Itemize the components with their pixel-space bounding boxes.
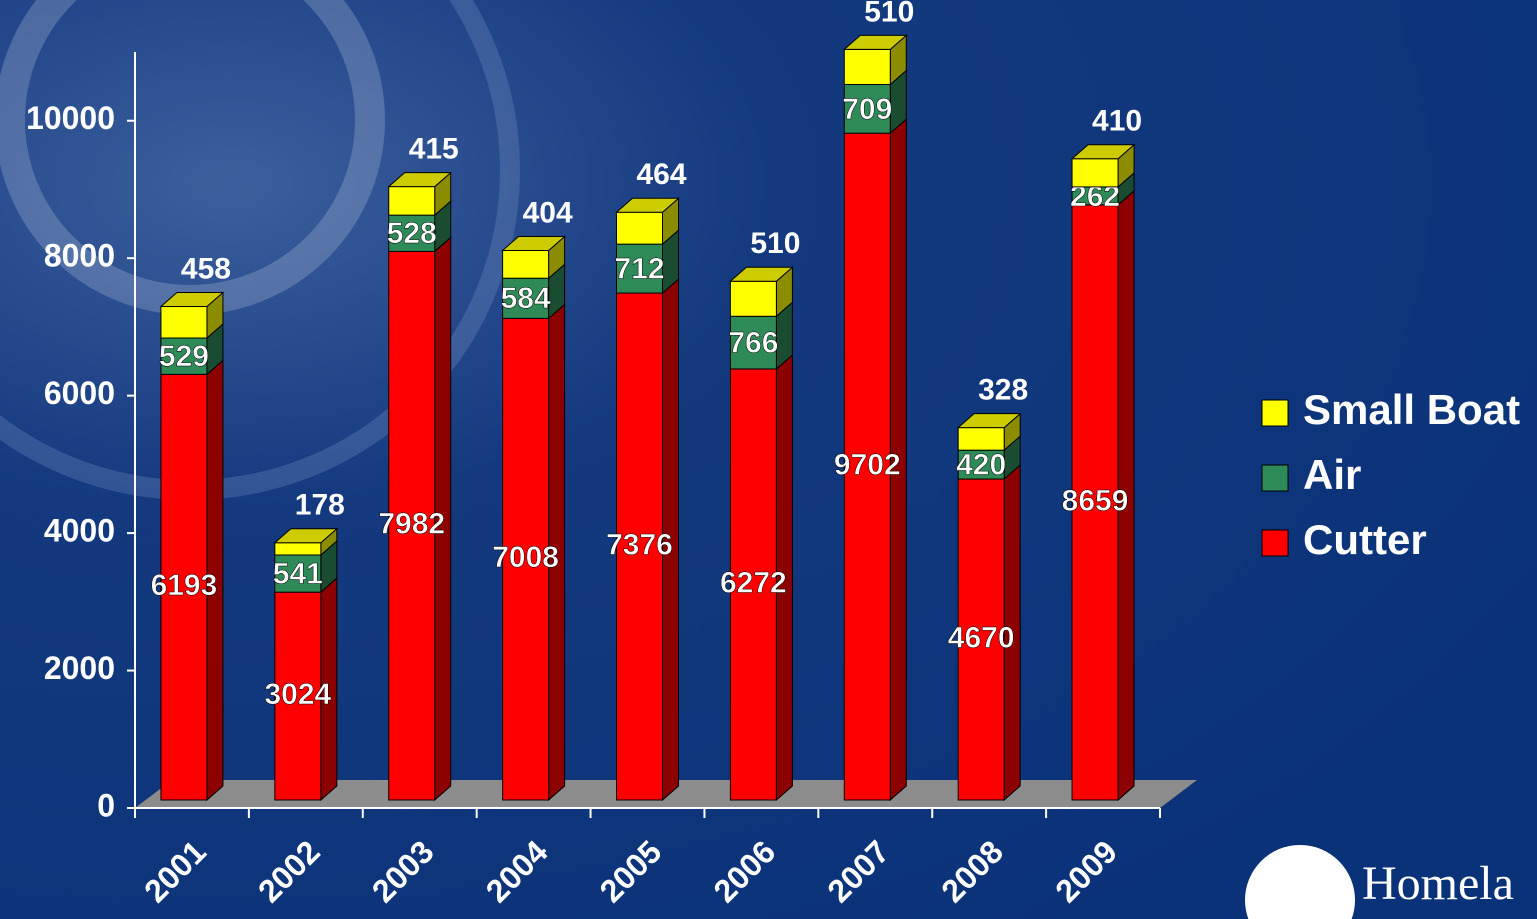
bar-top <box>842 34 908 50</box>
y-tick-label: 2000 <box>44 650 115 686</box>
y-tick-label: 0 <box>97 787 115 823</box>
value-label: 584 <box>501 282 551 315</box>
value-label: 415 <box>409 133 459 166</box>
legend-label: Small Boat <box>1303 386 1520 433</box>
y-tick-label: 8000 <box>44 238 115 274</box>
value-label: 9702 <box>834 449 901 482</box>
bar-top <box>1070 144 1136 160</box>
value-label: 6272 <box>720 566 787 599</box>
bar-top <box>956 413 1022 429</box>
value-label: 7982 <box>378 508 445 541</box>
bar-segment <box>160 373 208 801</box>
value-label: 4670 <box>948 621 1015 654</box>
bar-segment <box>1071 158 1119 188</box>
bar-segment <box>729 368 777 801</box>
bar-top <box>273 528 339 544</box>
bar-segment <box>502 277 550 319</box>
legend-label: Air <box>1303 451 1361 498</box>
bar-segment <box>957 478 1005 801</box>
value-label: 7008 <box>492 541 559 574</box>
bar-segment <box>502 317 550 801</box>
bar-segment <box>616 211 663 245</box>
bar-segment <box>729 315 777 370</box>
bar-top <box>729 266 794 282</box>
bar-segment <box>502 249 550 279</box>
value-label: 420 <box>956 449 1006 482</box>
value-label: 712 <box>614 253 664 286</box>
bar-segment <box>388 250 436 801</box>
legend-swatch <box>1261 529 1289 557</box>
legend-swatch <box>1261 464 1289 492</box>
bar-segment <box>160 306 208 339</box>
bar-segment <box>843 48 891 85</box>
value-label: 410 <box>1092 105 1142 138</box>
value-label: 709 <box>842 93 892 126</box>
value-label: 510 <box>864 0 914 28</box>
value-label: 464 <box>636 158 686 191</box>
value-label: 458 <box>181 252 231 285</box>
value-label: 766 <box>728 327 778 360</box>
value-label: 6193 <box>151 569 218 602</box>
bar-segment <box>160 337 208 375</box>
bar-top <box>159 292 225 308</box>
bar-segment <box>388 186 436 216</box>
value-label: 510 <box>750 227 800 260</box>
bar-segment <box>274 591 322 801</box>
y-tick-label: 6000 <box>44 375 115 411</box>
value-label: 8659 <box>1062 484 1129 517</box>
bar-top <box>501 235 566 251</box>
bar-top <box>387 172 453 188</box>
bar-top <box>615 197 680 213</box>
value-label: 328 <box>978 374 1028 407</box>
y-tick-label: 10000 <box>26 100 115 136</box>
legend-label: Cutter <box>1303 516 1427 563</box>
bar-segment <box>729 280 777 317</box>
footer-text: Homela <box>1362 857 1514 910</box>
bar-segment <box>274 554 322 593</box>
bar-segment <box>957 427 1005 451</box>
value-label: 178 <box>295 489 345 522</box>
bar-segment <box>957 449 1005 480</box>
value-label: 3024 <box>264 678 331 711</box>
legend-swatch <box>1261 399 1289 427</box>
dhs-seal <box>1245 845 1355 919</box>
value-label: 528 <box>387 217 437 250</box>
value-label: 404 <box>523 196 573 229</box>
value-label: 529 <box>159 340 209 373</box>
value-label: 541 <box>273 557 323 590</box>
bar-segment <box>843 83 891 134</box>
bar-segment <box>274 542 322 556</box>
bar-segment <box>616 292 663 801</box>
bar-segment <box>1071 204 1119 801</box>
value-label: 7376 <box>606 528 673 561</box>
y-tick-label: 4000 <box>44 513 115 549</box>
